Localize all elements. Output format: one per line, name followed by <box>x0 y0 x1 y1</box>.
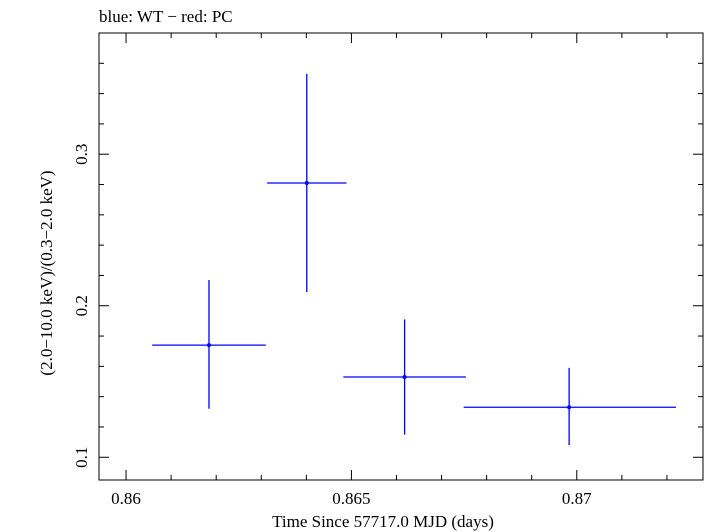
tick-labels: 0.86 0.865 0.87 0.1 0.2 0.3 <box>72 144 592 508</box>
data-marker <box>206 343 211 348</box>
data-point <box>463 367 676 446</box>
x-tick-label: 0.86 <box>111 489 141 508</box>
data-marker <box>567 405 572 410</box>
y-axis-label: (2.0−10.0 keV)/(0.3−2.0 keV) <box>37 170 56 375</box>
y-tick-label: 0.2 <box>72 295 91 316</box>
x-axis-label: Time Since 57717.0 MJD (days) <box>272 512 494 531</box>
x-tick-label: 0.865 <box>332 489 370 508</box>
plot-frame <box>98 32 704 481</box>
y-tick-label: 0.3 <box>72 144 91 165</box>
series-wt <box>152 73 676 446</box>
ticks <box>99 32 703 480</box>
data-point <box>267 73 347 293</box>
data-marker <box>402 374 407 379</box>
data-point <box>343 319 466 435</box>
data-point <box>152 279 266 409</box>
chart-title: blue: WT − red: PC <box>99 7 233 26</box>
series <box>152 73 676 446</box>
x-tick-label: 0.87 <box>562 489 592 508</box>
y-tick-label: 0.1 <box>72 447 91 468</box>
data-marker <box>304 181 309 186</box>
